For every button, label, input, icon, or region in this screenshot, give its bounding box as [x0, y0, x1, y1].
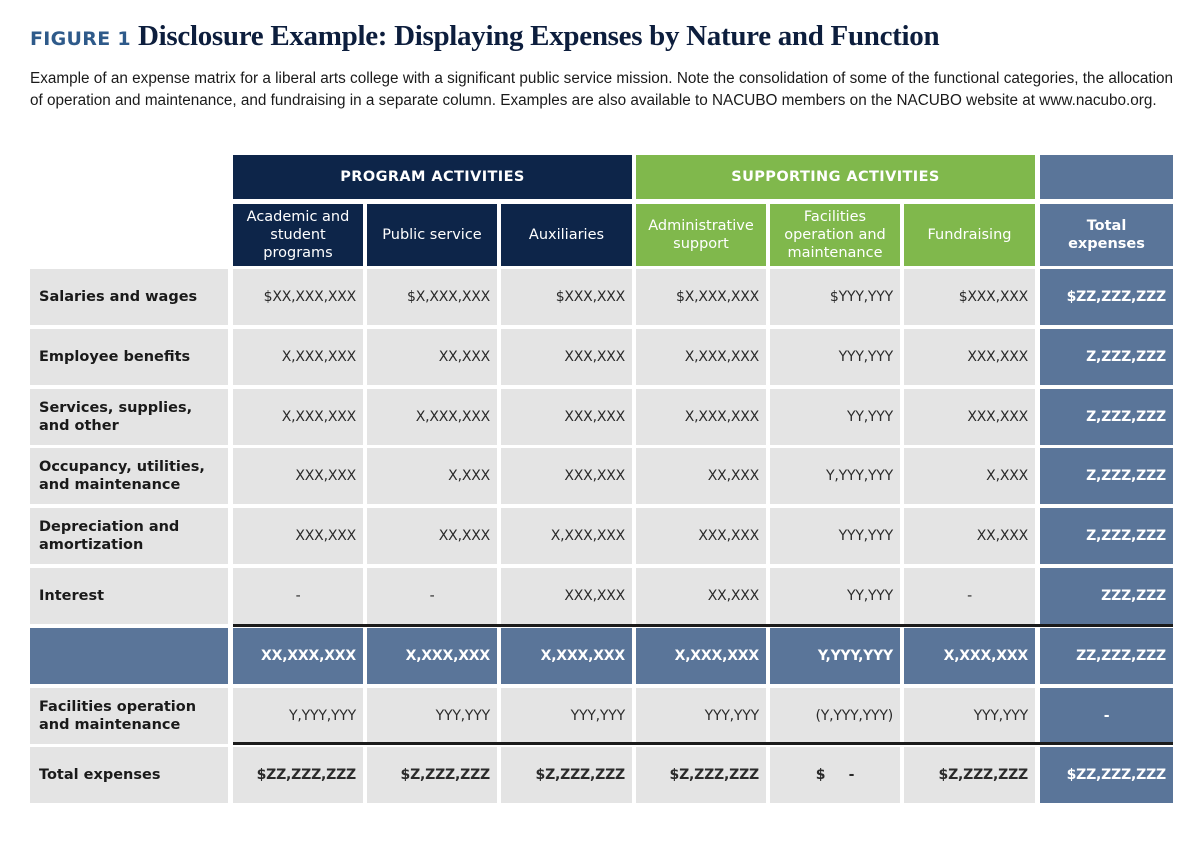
table-cell: XXX,XXX — [636, 508, 766, 564]
figure-heading: Disclosure Example: Displaying Expenses … — [138, 20, 940, 52]
column-header: Facilities operation and maintenance — [770, 204, 900, 266]
table-cell: XXX,XXX — [904, 329, 1035, 385]
table-cell: $ZZ,ZZZ,ZZZ — [233, 747, 363, 803]
table-cell: $ZZ,ZZZ,ZZZ — [1040, 269, 1173, 325]
table-cell: Z,ZZZ,ZZZ — [1040, 329, 1173, 385]
column-header: Fundraising — [904, 204, 1035, 266]
group-header-program: PROGRAM ACTIVITIES — [233, 155, 632, 199]
group-header-supporting: SUPPORTING ACTIVITIES — [636, 155, 1035, 199]
table-cell: ZZ,ZZZ,ZZZ — [1040, 628, 1173, 684]
table-cell: Y,YYY,YYY — [233, 688, 363, 744]
column-header: Total expenses — [1040, 204, 1173, 266]
figure-title: FIGURE 1 Disclosure Example: Displaying … — [30, 20, 940, 53]
table-cell: X,XXX — [367, 448, 497, 504]
figure-caption: Example of an expense matrix for a liber… — [30, 70, 1173, 109]
table-cell: X,XXX,XXX — [636, 389, 766, 445]
table-cell: X,XXX,XXX — [636, 329, 766, 385]
table-cell: XX,XXX — [636, 568, 766, 624]
table-cell: Z,ZZZ,ZZZ — [1040, 389, 1173, 445]
row-label: Occupancy, utilities, and maintenance — [30, 448, 228, 504]
table-cell: $XX,XXX,XXX — [233, 269, 363, 325]
table-cell: $Z,ZZZ,ZZZ — [367, 747, 497, 803]
table-cell: Y,YYY,YYY — [770, 448, 900, 504]
table-cell: X,XXX — [904, 448, 1035, 504]
table-cell: Z,ZZZ,ZZZ — [1040, 508, 1173, 564]
row-label: Interest — [30, 568, 228, 624]
table-cell: XXX,XXX — [501, 389, 632, 445]
table-cell: $XXX,XXX — [501, 269, 632, 325]
table-cell: - — [367, 568, 497, 624]
table-cell: X,XXX,XXX — [501, 508, 632, 564]
table-cell: $Z,ZZZ,ZZZ — [501, 747, 632, 803]
row-label: Depreciation and amortization — [30, 508, 228, 564]
table-cell: $X,XXX,XXX — [636, 269, 766, 325]
table-cell: - — [1040, 688, 1173, 744]
table-cell: ZZZ,ZZZ — [1040, 568, 1173, 624]
table-cell: Y,YYY,YYY — [770, 628, 900, 684]
table-cell: $ZZ,ZZZ,ZZZ — [1040, 747, 1173, 803]
table-cell: - — [233, 568, 363, 624]
table-cell: Z,ZZZ,ZZZ — [1040, 448, 1173, 504]
table-cell: YYY,YYY — [367, 688, 497, 744]
subtotal-rule — [233, 624, 1173, 627]
table-cell: XX,XXX — [904, 508, 1035, 564]
table-cell: XXX,XXX — [233, 448, 363, 504]
table-cell: XXX,XXX — [501, 568, 632, 624]
table-cell: XX,XXX — [367, 329, 497, 385]
table-cell: YYY,YYY — [636, 688, 766, 744]
table-cell: YYY,YYY — [770, 508, 900, 564]
table-cell: X,XXX,XXX — [367, 628, 497, 684]
table-cell: YYY,YYY — [501, 688, 632, 744]
table-cell: $ - — [770, 747, 900, 803]
row-label — [30, 628, 228, 684]
row-label: Services, supplies, and other — [30, 389, 228, 445]
table-cell: X,XXX,XXX — [636, 628, 766, 684]
table-cell: X,XXX,XXX — [233, 329, 363, 385]
table-cell: X,XXX,XXX — [904, 628, 1035, 684]
row-label: Salaries and wages — [30, 269, 228, 325]
group-header-total-blank — [1040, 155, 1173, 199]
table-cell: XXX,XXX — [501, 448, 632, 504]
table-cell: XX,XXX,XXX — [233, 628, 363, 684]
table-cell: $X,XXX,XXX — [367, 269, 497, 325]
figure-label: FIGURE 1 — [30, 28, 131, 50]
table-cell: (Y,YYY,YYY) — [770, 688, 900, 744]
table-cell: $XXX,XXX — [904, 269, 1035, 325]
table-cell: XX,XXX — [636, 448, 766, 504]
total-rule — [233, 742, 1173, 745]
table-cell: YY,YYY — [770, 568, 900, 624]
row-label: Facilities operation and maintenance — [30, 688, 228, 744]
table-cell: X,XXX,XXX — [501, 628, 632, 684]
table-cell: YYY,YYY — [904, 688, 1035, 744]
row-label: Total expenses — [30, 747, 228, 803]
column-header: Administrative support — [636, 204, 766, 266]
table-cell: - — [904, 568, 1035, 624]
table-cell: $Z,ZZZ,ZZZ — [904, 747, 1035, 803]
table-cell: YYY,YYY — [770, 329, 900, 385]
column-header: Public service — [367, 204, 497, 266]
table-cell: YY,YYY — [770, 389, 900, 445]
table-cell: X,XXX,XXX — [367, 389, 497, 445]
table-cell: XXX,XXX — [501, 329, 632, 385]
row-label: Employee benefits — [30, 329, 228, 385]
table-cell: $Z,ZZZ,ZZZ — [636, 747, 766, 803]
table-cell: XXX,XXX — [233, 508, 363, 564]
column-header: Academic and student programs — [233, 204, 363, 266]
column-header: Auxiliaries — [501, 204, 632, 266]
table-cell: XXX,XXX — [904, 389, 1035, 445]
table-cell: X,XXX,XXX — [233, 389, 363, 445]
table-cell: $YYY,YYY — [770, 269, 900, 325]
table-cell: XX,XXX — [367, 508, 497, 564]
